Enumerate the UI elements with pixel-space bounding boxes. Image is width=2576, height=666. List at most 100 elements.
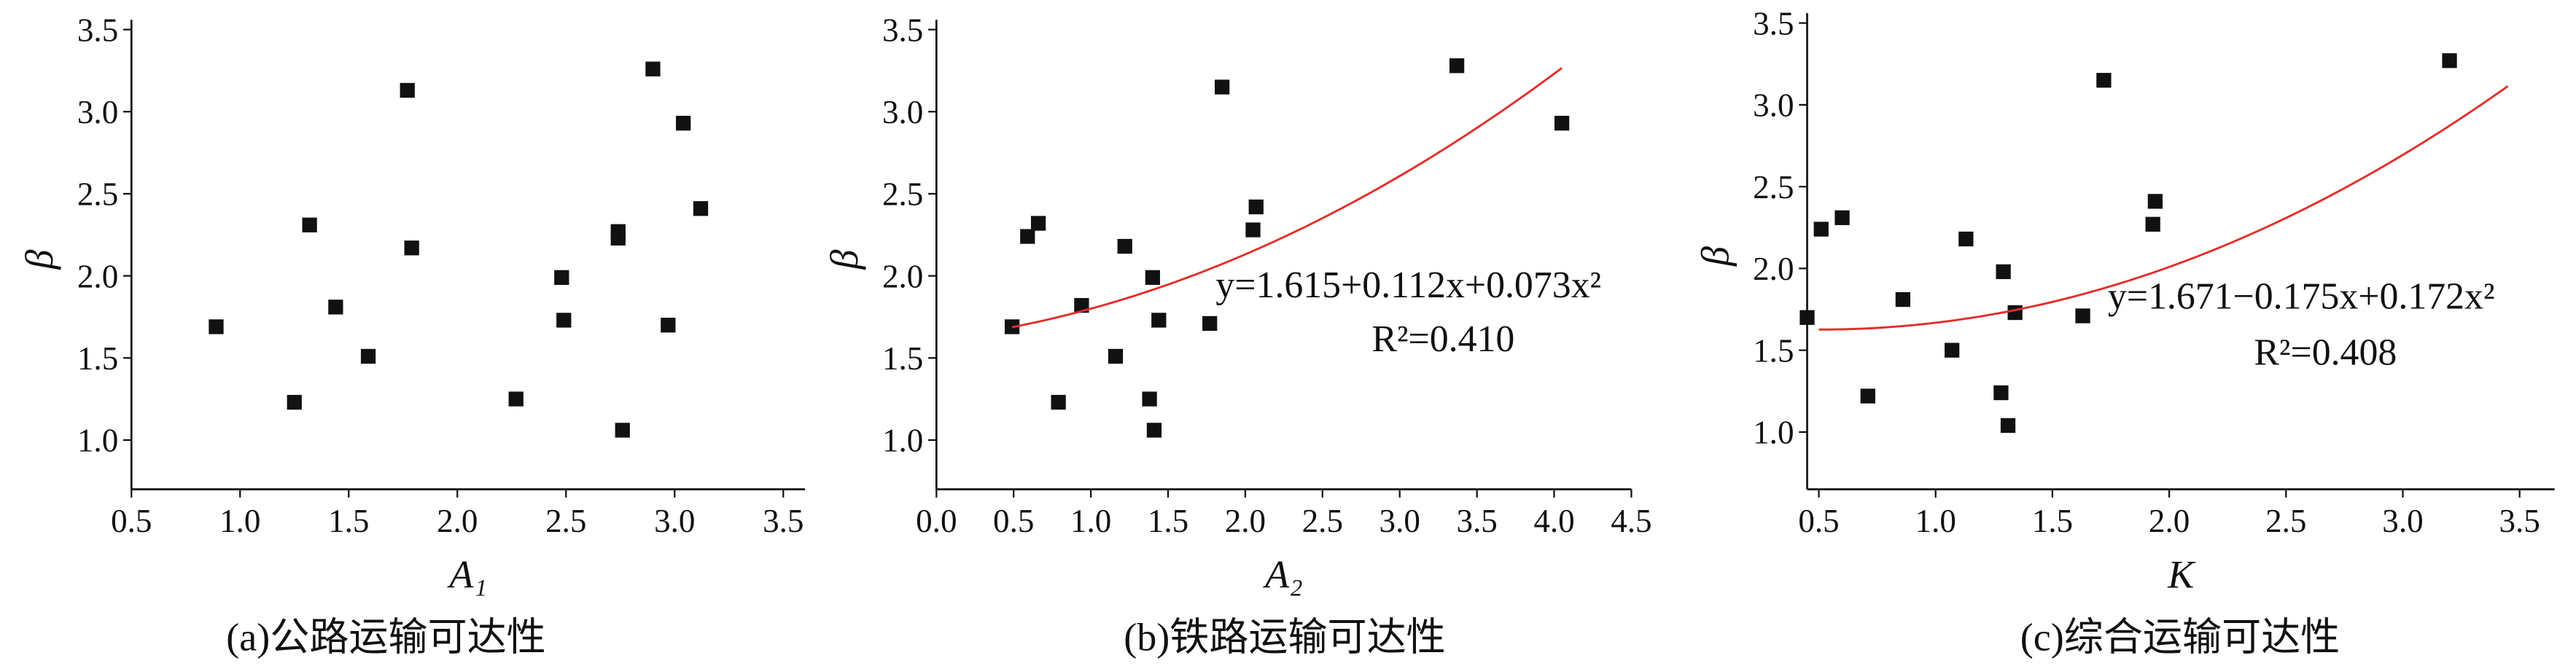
point	[2075, 308, 2090, 324]
point	[1020, 229, 1035, 244]
point	[1151, 313, 1167, 328]
point	[328, 299, 343, 315]
x-tick-label: 2.5	[2265, 503, 2306, 539]
y-axis-label: β	[822, 250, 866, 270]
y-tick-label: 1.5	[1753, 332, 1794, 369]
point	[400, 82, 415, 98]
point	[2096, 73, 2112, 88]
y-axis-label: β	[17, 250, 61, 270]
x-tick-label: 0.0	[916, 503, 957, 539]
point	[1813, 222, 1829, 237]
x-tick-label: 1.5	[328, 503, 369, 539]
point	[1051, 394, 1066, 410]
point	[2000, 418, 2016, 434]
point	[360, 348, 376, 364]
point	[2442, 53, 2457, 68]
x-tick-label: 2.0	[1225, 503, 1266, 539]
fit-r2: R²=0.410	[1371, 318, 1514, 360]
x-tick-label: 4.0	[1533, 503, 1574, 539]
point	[645, 61, 661, 77]
x-tick-label: 1.0	[1915, 503, 1956, 539]
point	[1895, 291, 1911, 307]
y-tick-label: 3.0	[1753, 87, 1794, 124]
x-tick-label: 1.0	[219, 503, 260, 539]
point	[1996, 264, 2011, 280]
point	[1834, 210, 1850, 225]
fit-r2: R²=0.408	[2254, 332, 2397, 373]
y-tick-label: 3.0	[882, 94, 923, 130]
x-tick-label: 0.5	[111, 503, 152, 539]
point	[2007, 305, 2023, 321]
y-tick-label: 1.0	[77, 423, 118, 459]
x-axis-label: K	[2167, 553, 2196, 597]
x-axis-label: A₂	[1263, 553, 1303, 597]
point	[556, 313, 572, 328]
x-tick-label: 0.5	[1798, 503, 1839, 539]
point	[1030, 216, 1046, 231]
y-tick-label: 3.0	[77, 94, 118, 130]
point	[1202, 316, 1218, 332]
point	[693, 201, 709, 216]
point	[209, 319, 224, 334]
fit-curve	[1818, 85, 2509, 331]
x-tick-label: 1.0	[1070, 503, 1111, 539]
y-tick-label: 2.5	[77, 176, 118, 213]
caption: (b)铁路运输可达性	[1124, 615, 1445, 659]
point	[508, 391, 524, 407]
point	[302, 217, 317, 232]
point	[1799, 310, 1815, 325]
point	[661, 318, 676, 333]
x-axis-label: A₁	[447, 553, 487, 597]
point	[1108, 348, 1124, 364]
y-tick-label: 2.0	[1753, 251, 1794, 287]
point	[676, 115, 691, 131]
point	[1117, 238, 1132, 254]
point	[1142, 391, 1157, 407]
point	[1860, 388, 1875, 404]
y-tick-label: 1.5	[77, 340, 118, 377]
x-tick-label: 0.5	[993, 503, 1034, 539]
point	[1146, 423, 1162, 438]
x-tick-label: 2.5	[1302, 503, 1343, 539]
point	[1958, 231, 1974, 247]
x-tick-label: 3.0	[1380, 503, 1420, 539]
point	[1554, 115, 1570, 131]
point	[610, 230, 626, 246]
y-tick-label: 2.5	[882, 176, 923, 213]
y-tick-label: 1.0	[882, 423, 923, 459]
y-tick-label: 1.5	[882, 340, 923, 377]
y-tick-label: 1.0	[1753, 415, 1794, 451]
x-tick-label: 3.5	[763, 503, 803, 539]
x-tick-label: 1.5	[1148, 503, 1188, 539]
point	[2145, 216, 2160, 232]
y-tick-label: 2.0	[77, 258, 118, 294]
fit-equation: y=1.671−0.175x+0.172x²	[2108, 276, 2495, 318]
point	[1215, 79, 1230, 95]
point	[2147, 194, 2163, 209]
x-tick-label: 2.0	[2149, 503, 2190, 539]
point	[554, 270, 569, 285]
x-tick-label: 4.5	[1611, 503, 1651, 539]
x-tick-label: 3.0	[654, 503, 695, 539]
x-tick-label: 3.5	[2499, 503, 2540, 539]
x-tick-label: 2.0	[437, 503, 478, 539]
point	[1945, 342, 1960, 358]
caption: (c)综合运输可达性	[2020, 615, 2340, 659]
fit-equation: y=1.615+0.112x+0.073x²	[1215, 265, 1601, 306]
point	[615, 423, 630, 438]
y-axis-label: β	[1693, 246, 1737, 267]
y-tick-label: 2.0	[882, 258, 923, 294]
caption: (a)公路运输可达性	[226, 615, 545, 659]
fit-curve	[1011, 67, 1563, 329]
point	[404, 240, 419, 256]
y-tick-label: 2.5	[1753, 169, 1794, 205]
y-tick-label: 3.5	[882, 12, 923, 48]
point	[1248, 199, 1264, 215]
y-tick-label: 3.5	[77, 12, 118, 48]
y-tick-label: 3.5	[1753, 5, 1794, 42]
x-tick-label: 3.0	[2382, 503, 2423, 539]
point	[287, 394, 302, 410]
point	[1245, 222, 1261, 238]
